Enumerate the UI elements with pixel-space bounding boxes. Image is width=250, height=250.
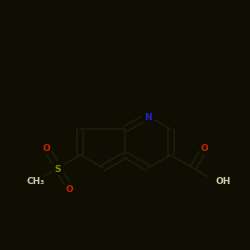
Circle shape — [208, 174, 223, 188]
Circle shape — [52, 162, 64, 174]
Circle shape — [41, 142, 52, 153]
Text: CH₃: CH₃ — [26, 178, 44, 186]
Text: S: S — [55, 164, 61, 173]
Circle shape — [26, 172, 45, 190]
Text: O: O — [42, 144, 50, 153]
Circle shape — [199, 142, 210, 153]
Text: OH: OH — [216, 178, 231, 186]
Text: O: O — [66, 185, 74, 194]
Circle shape — [142, 110, 154, 122]
Text: N: N — [144, 112, 152, 122]
Text: O: O — [201, 144, 208, 153]
Circle shape — [64, 183, 75, 194]
